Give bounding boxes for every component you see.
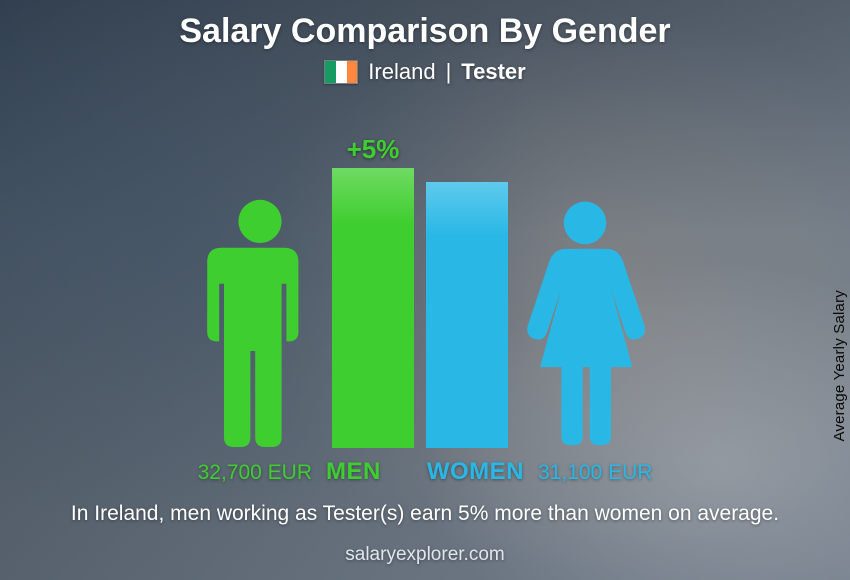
- men-salary: 32,700 EUR: [198, 461, 312, 485]
- flag-stripe-orange: [347, 61, 358, 83]
- flag-stripe-green: [325, 61, 336, 83]
- flag-stripe-white: [336, 61, 347, 83]
- men-label: MEN: [326, 458, 381, 486]
- men-group: +5%: [200, 168, 414, 448]
- y-axis-label: Average Yearly Salary: [832, 290, 849, 442]
- role-label: Tester: [461, 59, 525, 85]
- man-icon: [200, 194, 320, 448]
- labels-row: 32,700 EUR MEN WOMEN 31,100 EUR: [0, 458, 850, 486]
- women-salary: 31,100 EUR: [538, 461, 652, 485]
- women-bar: [426, 182, 508, 448]
- footer-source: salaryexplorer.com: [345, 544, 504, 566]
- women-group: [426, 182, 650, 448]
- separator: |: [446, 59, 452, 85]
- caption-text: In Ireland, men working as Tester(s) ear…: [71, 500, 779, 528]
- women-label: WOMEN: [427, 458, 524, 486]
- infographic-container: Salary Comparison By Gender Ireland | Te…: [0, 0, 850, 580]
- chart-area: +5%: [0, 103, 850, 448]
- page-title: Salary Comparison By Gender: [179, 12, 670, 51]
- diff-label: +5%: [347, 134, 400, 165]
- men-bar: +5%: [332, 168, 414, 448]
- ireland-flag-icon: [324, 60, 358, 84]
- country-label: Ireland: [368, 59, 435, 85]
- subtitle-row: Ireland | Tester: [324, 59, 525, 85]
- woman-icon: [520, 194, 650, 448]
